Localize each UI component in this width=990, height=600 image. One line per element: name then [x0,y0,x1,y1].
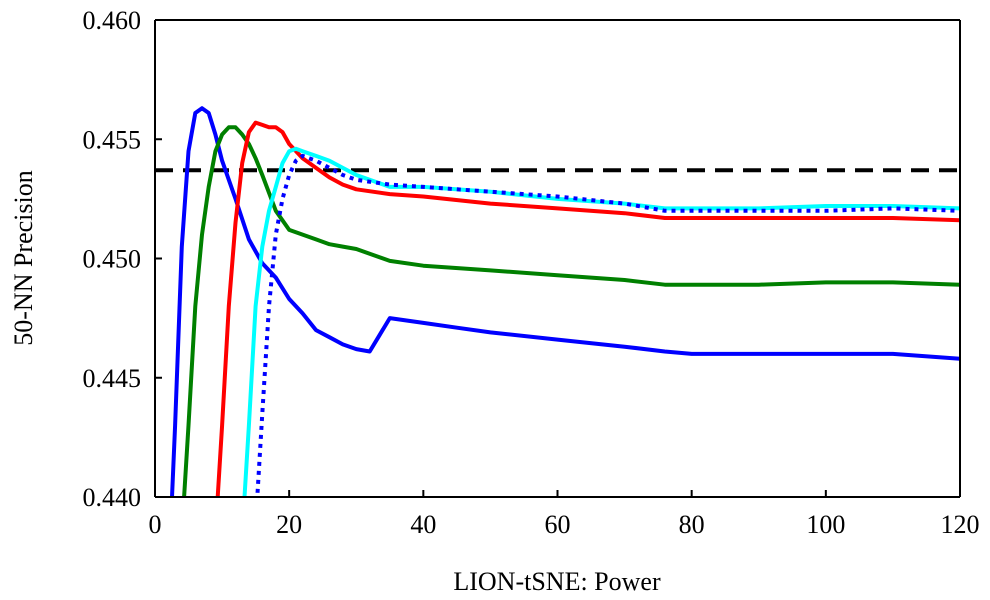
x-tick-label: 40 [410,510,436,539]
x-tick-label: 60 [545,510,571,539]
y-tick-label: 0.440 [83,483,142,512]
series-line-5 [255,153,960,497]
series-line-4 [242,146,960,497]
y-axis-title: 50-NN Precision [9,170,38,345]
series-line-2 [182,125,960,497]
x-tick-label: 0 [149,510,162,539]
series-layer [155,106,960,497]
x-tick-label: 120 [941,510,980,539]
axis-layer: 0 20 40 60 80 100 120 0.440 0.445 0.450 0.455 0.460 [83,6,980,539]
y-tick-label: 0.455 [83,125,142,154]
x-tick-label: 100 [806,510,845,539]
x-axis-title: LION-tSNE: Power [453,567,661,596]
series-line-3 [215,120,960,497]
x-tick-label: 80 [679,510,705,539]
y-tick-label: 0.460 [83,6,142,35]
series-line-1 [170,106,960,497]
x-tick-label: 20 [276,510,302,539]
y-tick-label: 0.445 [83,364,142,393]
y-tick-label: 0.450 [83,245,142,274]
